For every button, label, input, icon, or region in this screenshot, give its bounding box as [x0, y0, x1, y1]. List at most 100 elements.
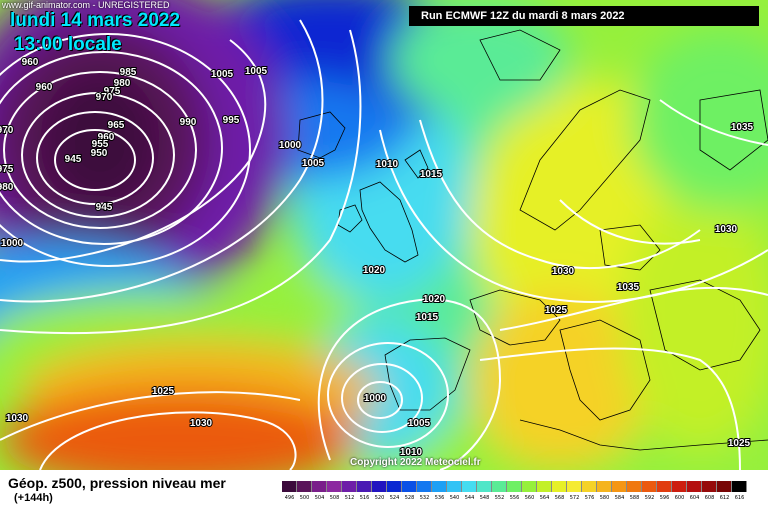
scale-swatch — [312, 481, 327, 492]
isobar-label: 1030 — [715, 224, 738, 235]
scale-swatch — [642, 481, 657, 492]
isobar-label: 960 — [22, 57, 39, 68]
scale-swatch — [327, 481, 342, 492]
isobar-label: 1015 — [416, 312, 439, 323]
scale-label: 584 — [614, 495, 625, 501]
scale-label: 528 — [404, 495, 415, 501]
scale-label: 612 — [719, 495, 730, 501]
scale-swatch — [297, 481, 312, 492]
isobar-labels: 9609609859809759709659609559509459459709… — [0, 56, 755, 459]
run-label: Run ECMWF 12Z du mardi 8 mars 2022 — [409, 6, 759, 26]
legend-bar: Géop. z500, pression niveau mer (+144h) … — [0, 470, 768, 512]
watermark: www.gif-animator.com - UNREGISTERED — [2, 0, 170, 10]
scale-label: 552 — [494, 495, 505, 501]
isobar-label: 1010 — [376, 159, 399, 170]
isobar-label: 1000 — [1, 238, 24, 249]
scale-label: 532 — [419, 495, 430, 501]
scale-label: 592 — [644, 495, 655, 501]
scale-label: 512 — [344, 495, 355, 501]
isobar-label: 1015 — [420, 169, 443, 180]
scale-label: 536 — [434, 495, 445, 501]
isobar-label: 1005 — [211, 69, 234, 80]
isobar-label: 1005 — [245, 66, 268, 77]
scale-swatch — [537, 481, 552, 492]
scale-label: 540 — [449, 495, 460, 501]
isobar-label: 980 — [114, 78, 131, 89]
scale-label: 520 — [374, 495, 385, 501]
scale-label: 496 — [284, 495, 295, 501]
scale-label: 516 — [359, 495, 370, 501]
copyright: Copyright 2022 Meteociel.fr — [350, 457, 481, 468]
forecast-map: 9609609859809759709659609559509459459709… — [0, 0, 768, 470]
isobar-label: 970 — [96, 92, 113, 103]
isobar-label: 1025 — [152, 386, 175, 397]
lead-time: (+144h) — [14, 492, 53, 504]
scale-label: 524 — [389, 495, 400, 501]
isobar-label: 960 — [98, 132, 115, 143]
scale-swatch — [552, 481, 567, 492]
scale-label: 588 — [629, 495, 640, 501]
scale-swatch — [597, 481, 612, 492]
isobar-label: 1005 — [302, 158, 325, 169]
scale-swatch — [432, 481, 447, 492]
scale-label: 596 — [659, 495, 670, 501]
scale-label: 500 — [299, 495, 310, 501]
scale-label: 508 — [329, 495, 340, 501]
scale-swatch — [462, 481, 477, 492]
scale-label: 544 — [464, 495, 475, 501]
scale-swatch — [672, 481, 687, 492]
scale-swatch — [447, 481, 462, 492]
isobar-label: 1010 — [400, 447, 423, 458]
scale-swatch — [492, 481, 507, 492]
scale-swatch — [417, 481, 432, 492]
isobar-label: 960 — [36, 82, 53, 93]
scale-swatch — [357, 481, 372, 492]
scale-swatch — [702, 481, 717, 492]
scale-label: 616 — [734, 495, 745, 501]
scale-label: 560 — [524, 495, 535, 501]
forecast-time: 13:00 locale — [14, 34, 122, 55]
scale-swatch — [282, 481, 297, 492]
scale-label: 608 — [704, 495, 715, 501]
isobar-label: 1020 — [423, 294, 446, 305]
isobar-lines — [0, 19, 768, 470]
isobar-label: 945 — [65, 154, 82, 165]
scale-swatch — [342, 481, 357, 492]
isobar-label: 980 — [0, 182, 14, 193]
scale-label: 604 — [689, 495, 700, 501]
isobar-label: 1000 — [364, 393, 387, 404]
isobar-label: 975 — [0, 164, 14, 175]
scale-label: 600 — [674, 495, 685, 501]
isobar-label: 1030 — [6, 413, 29, 424]
isobar-label: 1030 — [552, 266, 575, 277]
scale-swatch — [732, 481, 747, 492]
isobar-label: 1025 — [728, 438, 751, 449]
isobar-label: 950 — [91, 148, 108, 159]
isobar-label: 955 — [92, 139, 109, 150]
isobar-label: 970 — [0, 125, 14, 136]
scale-swatch — [522, 481, 537, 492]
isobar-label: 1000 — [279, 140, 302, 151]
isobar-label: 975 — [104, 86, 121, 97]
isobar-label: 965 — [108, 120, 125, 131]
scale-swatch — [687, 481, 702, 492]
scale-swatch — [612, 481, 627, 492]
scale-swatch — [387, 481, 402, 492]
coastlines — [297, 29, 768, 451]
scale-label: 504 — [314, 495, 325, 501]
scale-label: 576 — [584, 495, 595, 501]
scale-swatch — [477, 481, 492, 492]
isobar-label: 1035 — [617, 282, 640, 293]
scale-swatch — [372, 481, 387, 492]
isobar-label: 1025 — [545, 305, 568, 316]
isobar-label: 985 — [120, 67, 137, 78]
scale-label: 564 — [539, 495, 550, 501]
scale-swatch — [657, 481, 672, 492]
scale-label: 568 — [554, 495, 565, 501]
isobar-label: 945 — [96, 202, 113, 213]
isobar-label: 1020 — [363, 265, 386, 276]
isobar-label: 990 — [180, 117, 197, 128]
scale-swatch — [717, 481, 732, 492]
scale-label: 572 — [569, 495, 580, 501]
